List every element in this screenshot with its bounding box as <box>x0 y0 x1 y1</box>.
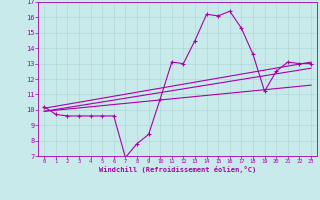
X-axis label: Windchill (Refroidissement éolien,°C): Windchill (Refroidissement éolien,°C) <box>99 166 256 173</box>
